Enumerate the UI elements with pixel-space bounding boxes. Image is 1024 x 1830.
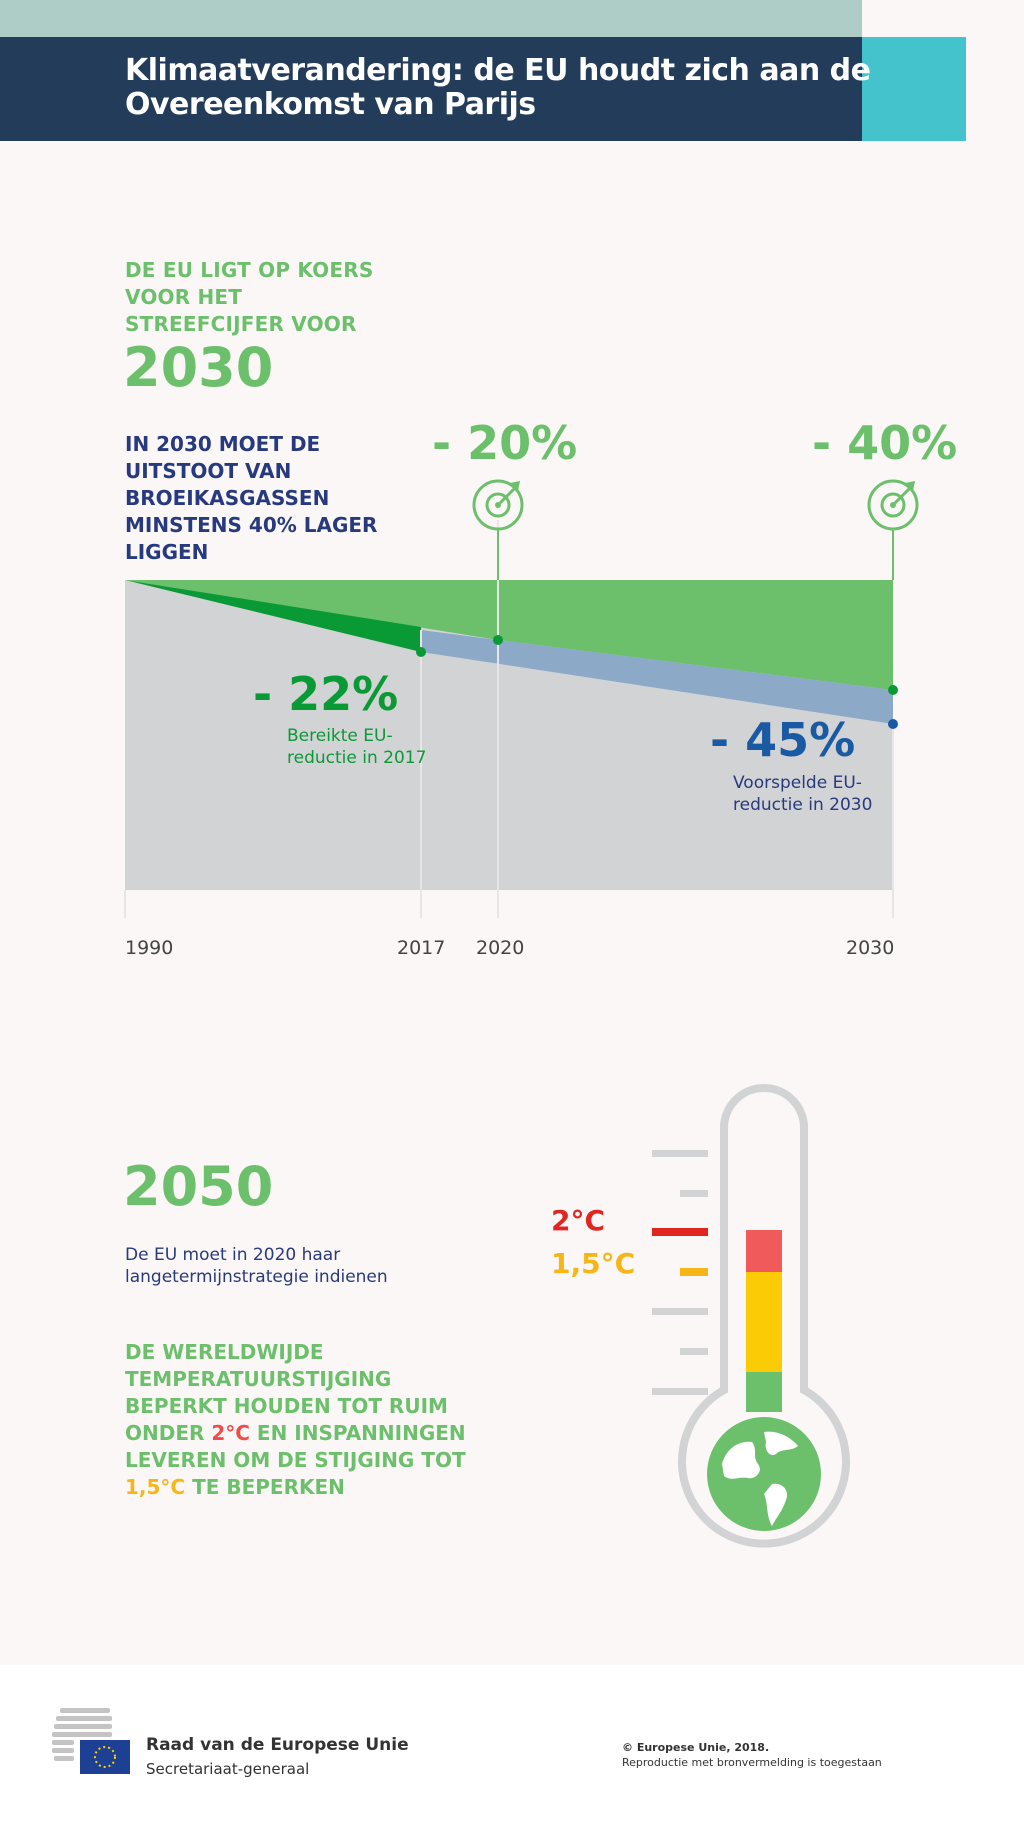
emission-target-line: MINSTENS 40% LAGER xyxy=(125,513,378,537)
emissions-chart xyxy=(124,479,919,918)
goal-line: ONDER 2°C EN INSPANNINGEN xyxy=(125,1420,485,1447)
page-title-line-2: Overeenkomst van Parijs xyxy=(125,87,536,122)
emission-target-heading: IN 2030 MOET DE UITSTOOT VAN BROEIKASGAS… xyxy=(125,431,377,566)
header-accent-block xyxy=(862,37,966,141)
target-2020-value: - 20% xyxy=(432,416,578,470)
copyright-notice: © Europese Unie, 2018. xyxy=(622,1741,770,1754)
achieved-2017-note: Bereikte EU- reductie in 2017 xyxy=(287,725,437,769)
header-top-band xyxy=(0,0,862,37)
goal-line: BEPERKT HOUDEN TOT RUIM xyxy=(125,1394,448,1418)
target-path-area xyxy=(125,580,893,690)
council-name: Raad van de Europese Unie xyxy=(146,1735,409,1755)
strategy-line: De EU moet in 2020 haar xyxy=(125,1245,341,1265)
goal-line: LEVEREN OM DE STIJGING TOT xyxy=(125,1448,466,1472)
achieved-note-line: Bereikte EU- xyxy=(287,726,393,746)
forecast-2030-note: Voorspelde EU- reductie in 2030 xyxy=(733,772,883,816)
point-2030-target xyxy=(888,685,898,695)
header-title-band xyxy=(0,37,862,141)
point-2020 xyxy=(493,635,503,645)
on-track-heading: DE EU LIGT OP KOERS VOOR HET STREEFCIJFE… xyxy=(125,257,373,338)
goal-line: TEMPERATUURSTIJGING xyxy=(125,1367,392,1391)
x-tick-label: 1990 xyxy=(125,937,174,959)
global-warming-goal: DE WERELDWIJDE TEMPERATUURSTIJGING BEPER… xyxy=(125,1339,485,1501)
goal-1-5-degrees: 1,5°C xyxy=(125,1475,186,1499)
forecast-band xyxy=(421,630,893,724)
achieved-2017-value: - 22% xyxy=(253,667,399,721)
emission-target-line: LIGGEN xyxy=(125,540,209,564)
target-icon xyxy=(867,479,919,531)
strategy-text: De EU moet in 2020 haar langetermijnstra… xyxy=(125,1244,425,1288)
target-2030-value: - 40% xyxy=(812,416,958,470)
thermometer-icon xyxy=(652,1084,850,1548)
target-year-2050: 2050 xyxy=(123,1155,274,1218)
goal-text: TE BEPERKEN xyxy=(185,1475,345,1499)
goal-line: 1,5°C TE BEPERKEN xyxy=(125,1474,485,1501)
council-logo xyxy=(52,1708,130,1774)
forecast-2030-value: - 45% xyxy=(710,713,856,767)
x-tick-label: 2030 xyxy=(846,937,895,959)
thermometer-label-2c: 2°C xyxy=(551,1204,606,1237)
achieved-reduction-band xyxy=(125,580,421,652)
page-title: Klimaatverandering: de EU houdt zich aan… xyxy=(125,53,871,122)
target-year-2030: 2030 xyxy=(123,336,274,399)
forecast-note-line: Voorspelde EU- xyxy=(733,773,862,793)
target-icon xyxy=(472,479,524,531)
thermometer-label-1-5c: 1,5°C xyxy=(551,1247,636,1280)
reproduction-notice: Reproductie met bronvermelding is toeges… xyxy=(622,1756,882,1769)
on-track-line: DE EU LIGT OP KOERS xyxy=(125,258,374,282)
strategy-line: langetermijnstrategie indienen xyxy=(125,1267,388,1287)
goal-line: DE WERELDWIJDE xyxy=(125,1340,324,1364)
x-tick-label: 2017 xyxy=(397,937,446,959)
goal-2-degrees: 2°C xyxy=(211,1421,250,1445)
emission-target-line: UITSTOOT VAN xyxy=(125,459,292,483)
on-track-line: VOOR HET xyxy=(125,285,243,309)
point-2017 xyxy=(416,647,426,657)
page-title-line-1: Klimaatverandering: de EU houdt zich aan… xyxy=(125,53,871,88)
achieved-note-line: reductie in 2017 xyxy=(287,748,427,768)
goal-text: ONDER xyxy=(125,1421,212,1445)
goal-text: EN INSPANNINGEN xyxy=(249,1421,466,1445)
emission-target-line: IN 2030 MOET DE xyxy=(125,432,321,456)
on-track-line: STREEFCIJFER VOOR xyxy=(125,312,357,336)
forecast-note-line: reductie in 2030 xyxy=(733,795,873,815)
x-tick-label: 2020 xyxy=(476,937,525,959)
emission-target-line: BROEIKASGASSEN xyxy=(125,486,330,510)
point-2030-forecast xyxy=(888,719,898,729)
footer xyxy=(0,1665,1024,1830)
council-subtitle: Secretariaat-generaal xyxy=(146,1760,310,1778)
